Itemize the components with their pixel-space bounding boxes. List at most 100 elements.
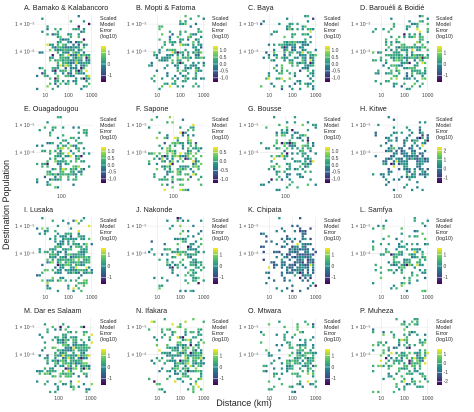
heat-cell [174,149,177,153]
heat-cell [197,385,200,388]
heat-cell [176,155,179,158]
heat-cell [278,250,281,254]
heat-cell [62,72,65,75]
heat-cell [72,258,75,261]
heat-cell [309,160,312,163]
heat-cell [286,364,289,368]
heat-cell [88,256,91,259]
heat-cell [280,274,284,277]
heat-cell [62,372,65,375]
heat-cell [56,152,60,155]
heat-cell [304,362,307,365]
heat-cell [288,354,291,357]
heat-cell [403,385,406,388]
heat-cell [405,261,409,264]
heat-cell [158,370,161,373]
heat-cell [49,142,52,145]
heat-cell [421,61,424,65]
heat-cell [267,351,271,355]
heat-cell [395,237,398,241]
heat-cell [296,328,299,331]
heat-cell [77,354,80,357]
heat-cell [296,41,299,44]
heat-cell [387,139,390,142]
y-tick-label: 1 × 10⁻⁶ [239,49,258,55]
heat-cell [77,261,80,264]
heat-cell [273,67,276,70]
legend-tick-label: 0 [332,264,335,270]
heat-cell [299,175,302,179]
heat-cell [80,237,83,241]
heat-cell [36,274,39,277]
heat-cell [418,35,422,39]
heat-cell [382,64,385,67]
legend-tick-label: -1 [444,370,449,376]
heat-cell [194,64,198,67]
heat-cell [411,147,414,150]
heat-cell [59,54,62,57]
heat-cell [299,80,302,83]
heat-cell [59,38,62,41]
heat-cell [166,261,169,264]
heat-cell [163,188,166,192]
heat-cell [82,346,86,349]
heat-cell [306,256,310,259]
heat-cell [64,344,67,347]
legend-tick-label: 0 [444,361,447,367]
heat-cell [421,232,424,235]
heat-cell [197,370,200,373]
heat-cell [155,162,159,166]
heat-cell [400,147,403,150]
heat-cell [56,385,60,388]
heat-cell [280,237,284,241]
heat-cell [85,134,88,137]
heat-cell [192,362,195,365]
heat-cell [377,69,380,72]
heat-cell [43,126,47,129]
heat-cell [405,338,409,342]
heat-cell [176,69,179,72]
legend-tick-label: 1.0 [220,48,227,54]
heat-cell [400,323,403,326]
heat-cell [67,178,70,181]
heat-cell [270,362,273,365]
heat-cell [171,43,174,46]
heat-cell [424,56,427,59]
heat-cell [176,160,179,163]
heat-cell [278,77,281,80]
heat-cell [62,80,65,83]
heat-cell [312,80,315,83]
heat-cell [392,56,396,59]
heat-cell [405,77,409,80]
heat-cell [385,248,388,251]
heat-cell [192,274,195,277]
heat-cell [306,155,310,158]
heat-cell [293,56,297,59]
heat-cell [418,248,422,251]
heat-cell [306,183,310,186]
heat-cell [421,155,424,158]
heat-cell [293,46,297,49]
heat-cell [62,144,65,147]
heat-cell [54,28,57,31]
heat-cell [309,178,312,181]
heat-cell [293,269,297,272]
y-tick-label: 1 × 10⁻⁵ [239,123,258,129]
heat-cell [296,136,299,140]
heat-cell [56,41,60,44]
heat-cell [88,237,91,241]
heat-cell [301,344,304,347]
heat-cell [77,349,80,352]
heat-cell [275,243,278,246]
heat-cell [260,142,263,145]
heat-cell [411,22,414,26]
heat-cell [62,351,65,355]
heat-cell [64,69,67,72]
heat-cell [62,235,65,238]
legend-tick-label: 0.5 [332,156,339,162]
heat-cell [59,28,62,31]
heat-cell [176,248,179,251]
heat-cell [43,149,47,153]
heat-cell [77,235,80,238]
heat-cell [390,364,393,368]
